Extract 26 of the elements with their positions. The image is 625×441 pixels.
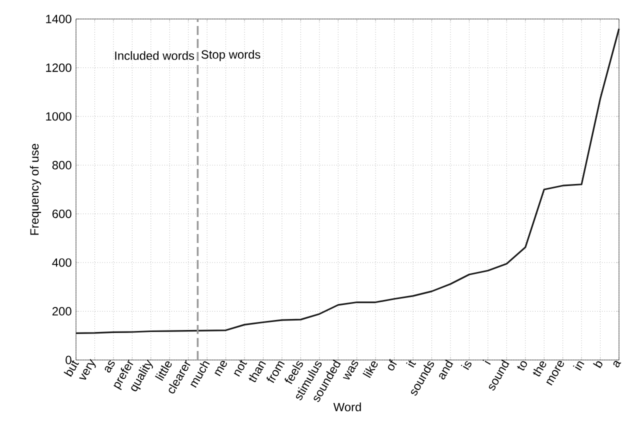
x-tick-label: as [104,360,115,373]
x-tick-label: the [532,361,546,376]
annotation: Included words [115,51,194,60]
x-tick-label: me [214,360,227,376]
x-tick-label: b [592,361,602,368]
y-tick-label: 400 [52,258,72,267]
y-tick-label: 1000 [46,112,72,121]
y-tick-label: 1400 [46,14,72,24]
y-tick-label: 200 [52,307,72,316]
y-tick-label: 600 [52,210,72,218]
x-tick-label: not [234,360,248,377]
x-tick-label: like [362,361,378,378]
x-tick-label: and [439,360,454,380]
y-axis-title: Frequency of use [30,144,42,235]
x-tick-label: was [342,360,358,380]
x-tick-label: a [613,360,622,368]
x-tick-label: i [482,360,491,365]
x-tick-label: in [572,361,584,371]
x-tick-label: is [460,361,472,370]
y-tick-label: 800 [52,160,72,170]
annotation: Stop words [201,50,260,62]
y-tick-label: 1200 [46,63,72,72]
x-tick-label: to [517,361,527,370]
line-series [75,28,620,334]
x-tick-label: of [388,358,397,370]
x-axis-title: Word [333,402,361,412]
